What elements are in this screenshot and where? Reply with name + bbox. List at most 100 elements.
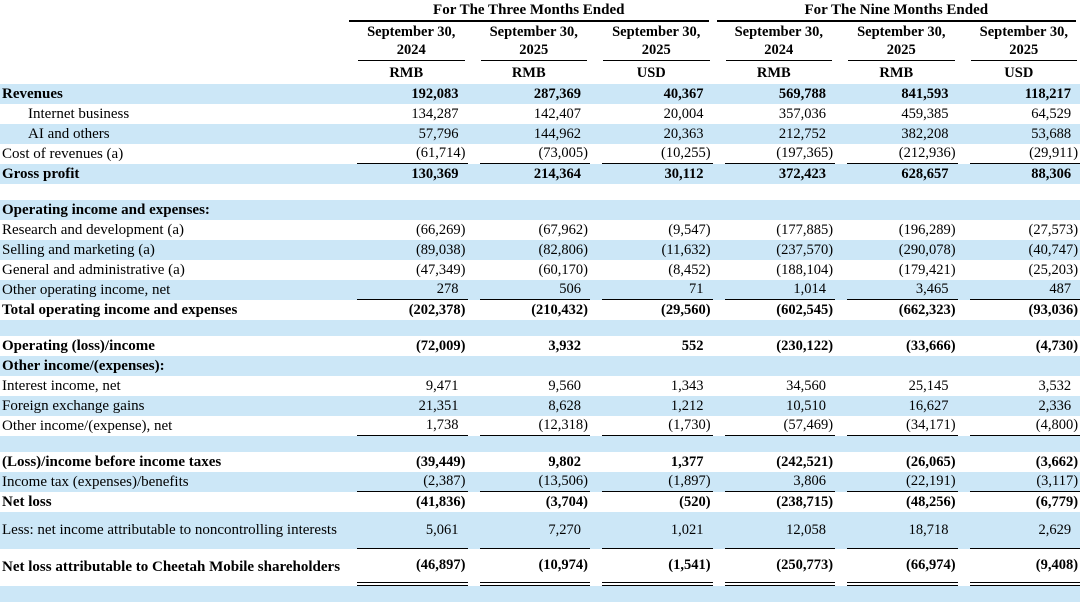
- table-row: Other income/(expenses):: [0, 356, 1080, 376]
- row-label: Other operating income, net: [0, 280, 345, 300]
- table-row: Total operating income and expenses (202,…: [0, 300, 1080, 320]
- cell-value-text: 64,529: [1031, 105, 1072, 122]
- cell-value: (290,078): [835, 240, 958, 260]
- row-label: Gross profit: [0, 164, 345, 184]
- table-header: For The Three Months Ended For The Nine …: [0, 0, 1080, 84]
- cell-value-text: (212,936): [898, 145, 956, 161]
- period-group-header: For The Three Months Ended: [349, 0, 709, 22]
- cell-value-text: (25,203): [1028, 261, 1079, 278]
- cell-value-text: 7,270: [548, 521, 581, 538]
- cell-value-text: (1,541): [668, 557, 711, 573]
- cell-value-text: (10,974): [538, 557, 588, 573]
- cell-value-text: 1,738: [425, 417, 459, 433]
- cell-value-text: 3,465: [915, 281, 949, 297]
- cell-value-text: (242,521): [776, 453, 834, 470]
- cell-value: 1,377: [590, 452, 713, 472]
- row-label-text: Selling and marketing (a): [2, 241, 155, 258]
- cell-value: 212,752: [713, 124, 836, 144]
- cell-value: (60,170): [468, 260, 591, 280]
- cell-value-text: (6,779): [1035, 493, 1079, 510]
- cell-value-text: 459,385: [901, 105, 949, 122]
- row-label-text: Net loss: [2, 493, 52, 510]
- cell-value-text: 9,471: [425, 377, 459, 394]
- cell-empty: [835, 356, 958, 376]
- row-label: Other income/(expenses):: [0, 356, 345, 376]
- cell-value-text: (237,570): [776, 241, 834, 258]
- cell-value: (3,117): [958, 472, 1080, 492]
- cell-value: (66,269): [345, 220, 468, 240]
- cell-value: 144,962: [468, 124, 591, 144]
- row-label: General and administrative (a): [0, 260, 345, 280]
- table-row: Income tax (expenses)/benefits (2,387) (13…: [0, 472, 1080, 492]
- cell-value-text: (82,806): [538, 241, 588, 258]
- cell-value-text: (9,547): [668, 221, 711, 238]
- cell-value-text: 8,628: [548, 397, 581, 414]
- column-currency-header: USD: [590, 62, 713, 84]
- spacer-row: [0, 184, 1080, 200]
- cell-value: (46,897): [345, 549, 468, 586]
- cell-value-text: 21,351: [418, 397, 459, 414]
- row-label: Foreign exchange gains: [0, 396, 345, 416]
- cell-value-text: 2,336: [1038, 397, 1072, 414]
- table-row: Internet business 134,287 142,407 20,004 357…: [0, 104, 1080, 124]
- cell-value-text: (40,747): [1028, 241, 1079, 258]
- row-label: AI and others: [0, 124, 345, 144]
- cell-value: 88,306: [958, 164, 1080, 184]
- cell-value: (34,171): [835, 416, 958, 436]
- cell-value-text: (46,897): [415, 557, 466, 573]
- cell-value: (27,573): [958, 220, 1080, 240]
- cell-value: (197,365): [713, 144, 836, 164]
- table-row: Operating income and expenses:: [0, 200, 1080, 220]
- cell-value: (202,378): [345, 300, 468, 320]
- spacer-cell: [0, 436, 1080, 452]
- cell-value: 382,208: [835, 124, 958, 144]
- cell-value: (210,432): [468, 300, 591, 320]
- column-currency-header: RMB: [345, 62, 468, 84]
- cell-value: 20,363: [590, 124, 713, 144]
- period-group-header: For The Nine Months Ended: [716, 0, 1077, 22]
- cell-value-text: (60,170): [538, 261, 588, 278]
- cell-value-text: 487: [1049, 281, 1072, 297]
- table-row: Foreign exchange gains 21,351 8,628 1,212 10…: [0, 396, 1080, 416]
- cell-value: 7,270: [468, 512, 590, 549]
- cell-value-text: (179,421): [898, 261, 956, 278]
- cell-value: 30,112: [590, 164, 713, 184]
- column-date-header: September 30, 2025: [835, 22, 958, 62]
- cell-value: 12,058: [713, 512, 836, 549]
- spacer-cell: [0, 184, 1080, 200]
- cell-value: (212,936): [835, 144, 958, 164]
- cell-value-text: 372,423: [778, 165, 827, 182]
- table-body: Revenues 192,083 287,369 40,367 569,788 841,5…: [0, 84, 1080, 602]
- table-row: Research and development (a) (66,269) (67,…: [0, 220, 1080, 240]
- cell-value-text: 57,796: [418, 125, 459, 142]
- table-row: Cost of revenues (a) (61,714) (73,005) (10,…: [0, 144, 1080, 164]
- cell-value: 21,351: [345, 396, 468, 416]
- header-label-spacer: [0, 22, 345, 62]
- column-year: 2024: [764, 42, 794, 58]
- cell-value-text: 357,036: [778, 105, 827, 122]
- cell-value-text: (662,323): [898, 301, 956, 318]
- cell-value-text: (3,662): [1035, 453, 1079, 470]
- cell-value-text: 214,364: [533, 165, 581, 182]
- cell-value-text: 118,217: [1024, 85, 1072, 102]
- table-row: AI and others 57,796 144,962 20,363 212,752 3…: [0, 124, 1080, 144]
- cell-value: 1,738: [345, 416, 468, 436]
- spacer-cell: [0, 320, 1080, 336]
- cell-value: (61,714): [345, 144, 468, 164]
- cell-value: (4,730): [958, 336, 1080, 356]
- row-label: Other income/(expense), net: [0, 416, 345, 436]
- table-row: Gross profit 130,369 214,364 30,112 372,423 6…: [0, 164, 1080, 184]
- cell-value: (41,836): [345, 492, 468, 512]
- cell-value-text: 506: [559, 281, 581, 297]
- period-group-row: For The Three Months Ended For The Nine …: [0, 0, 1080, 22]
- cell-value-text: (67,962): [538, 221, 588, 238]
- cell-value: (57,469): [713, 416, 836, 436]
- cell-value-text: 130,369: [411, 165, 459, 182]
- column-date: September 30,: [367, 24, 456, 40]
- cell-value-text: 30,112: [664, 165, 704, 182]
- cell-value-text: 12,058: [786, 521, 827, 538]
- cell-value: 628,657: [835, 164, 958, 184]
- cell-empty: [345, 356, 468, 376]
- cell-value: (89,038): [345, 240, 468, 260]
